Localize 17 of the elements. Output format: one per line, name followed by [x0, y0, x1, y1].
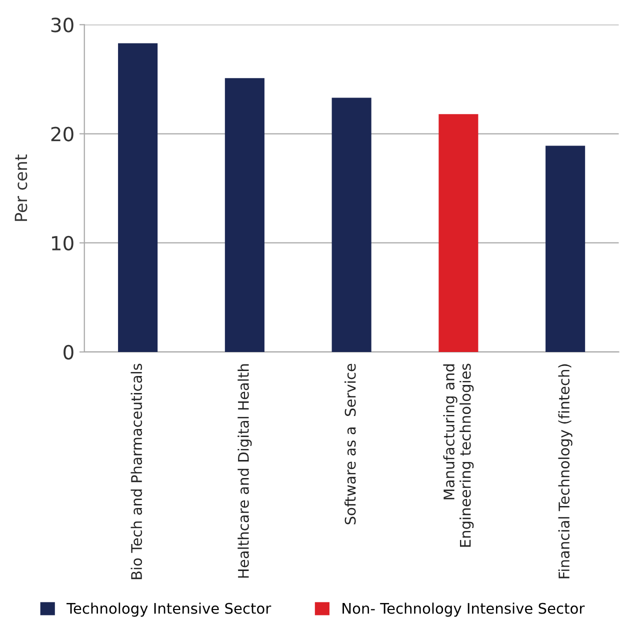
bar — [546, 146, 586, 352]
x-tick-label: Financial Technology (fintech) — [558, 364, 572, 578]
legend-label: Technology Intensive Sector — [66, 602, 272, 617]
y-tick-label: 20 — [51, 126, 74, 142]
y-tick-label: 30 — [51, 18, 74, 32]
x-tick-label: Manufacturing and Engineering technologies — [443, 364, 474, 547]
y-axis-title: Per cent — [14, 154, 28, 221]
bar — [332, 98, 372, 352]
y-tick-label: 0 — [64, 344, 74, 360]
x-tick-label: Healthcare and Digital Health — [238, 364, 252, 578]
bar — [118, 43, 158, 352]
legend-label: Non- Technology Intensive Sector — [342, 602, 585, 617]
x-tick-label: Software as a Service — [344, 364, 356, 524]
x-tick-label: Bio Tech and Pharmaceuticals — [130, 364, 142, 580]
bar — [438, 114, 478, 352]
y-tick-label: 10 — [52, 236, 74, 251]
bar — [224, 78, 264, 352]
